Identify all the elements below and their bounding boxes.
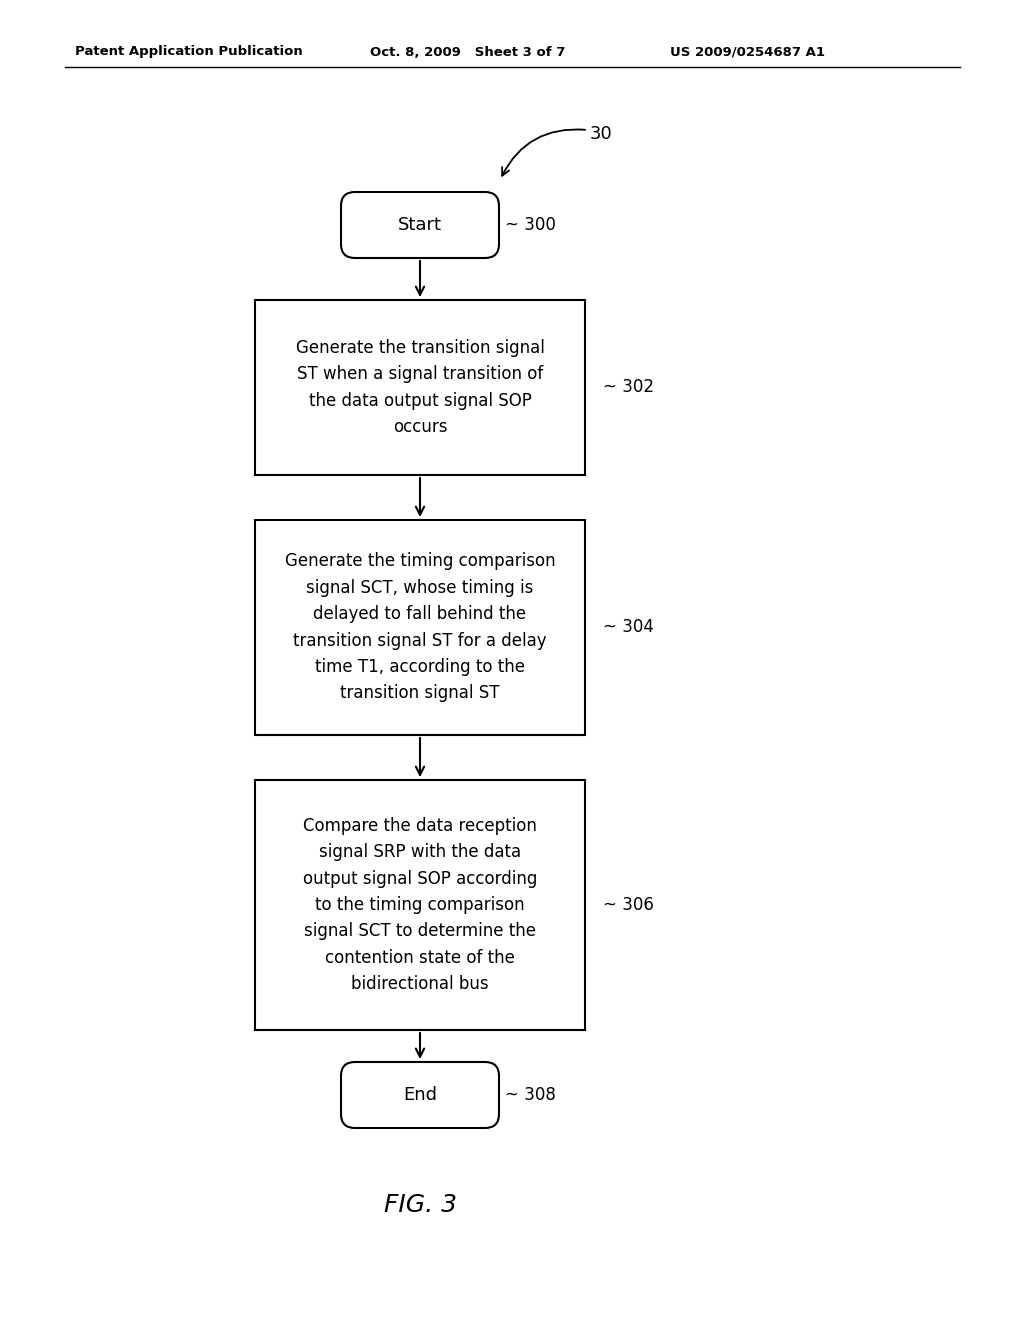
Text: 30: 30 [590, 125, 612, 143]
Text: Patent Application Publication: Patent Application Publication [75, 45, 303, 58]
Text: ~ 302: ~ 302 [603, 379, 654, 396]
Text: Compare the data reception
signal SRP with the data
output signal SOP according
: Compare the data reception signal SRP wi… [303, 817, 538, 993]
FancyBboxPatch shape [341, 191, 499, 257]
Bar [255, 780, 585, 1030]
Bar [255, 520, 585, 735]
Text: Generate the transition signal
ST when a signal transition of
the data output si: Generate the transition signal ST when a… [296, 339, 545, 436]
Text: US 2009/0254687 A1: US 2009/0254687 A1 [670, 45, 825, 58]
FancyArrowPatch shape [502, 129, 586, 176]
Text: Start: Start [398, 216, 442, 234]
Text: ~ 304: ~ 304 [603, 619, 654, 636]
Text: Oct. 8, 2009   Sheet 3 of 7: Oct. 8, 2009 Sheet 3 of 7 [370, 45, 565, 58]
Text: ~ 308: ~ 308 [505, 1086, 556, 1104]
Text: Generate the timing comparison
signal SCT, whose timing is
delayed to fall behin: Generate the timing comparison signal SC… [285, 553, 555, 702]
Text: ~ 300: ~ 300 [505, 216, 556, 234]
Text: End: End [403, 1086, 437, 1104]
FancyBboxPatch shape [341, 1063, 499, 1129]
Text: FIG. 3: FIG. 3 [384, 1193, 457, 1217]
Text: ~ 306: ~ 306 [603, 896, 654, 913]
Bar [255, 300, 585, 475]
